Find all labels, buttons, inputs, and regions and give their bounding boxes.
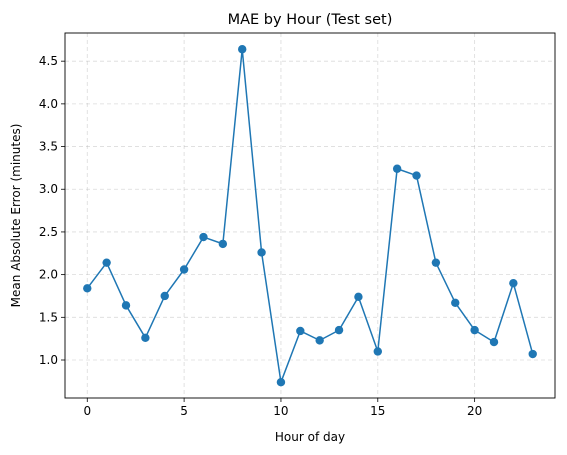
data-point <box>296 326 305 336</box>
y-tick-label: 3.0 <box>39 182 58 196</box>
data-point <box>199 232 208 242</box>
data-point <box>238 45 247 54</box>
data-point <box>334 325 344 335</box>
y-tick-label: 1.5 <box>39 310 58 324</box>
data-point <box>354 292 363 302</box>
data-point <box>392 164 402 173</box>
y-tick-label: 4.5 <box>39 54 58 68</box>
x-tick-label: 20 <box>467 404 482 418</box>
data-point <box>470 325 479 335</box>
series-layer <box>83 45 537 387</box>
y-tick-label: 3.5 <box>39 140 58 154</box>
y-tick-label: 2.5 <box>39 225 58 239</box>
data-point <box>179 265 189 274</box>
x-tick-label: 5 <box>180 404 188 418</box>
x-tick-label: 10 <box>273 404 288 418</box>
data-point <box>257 248 266 257</box>
data-point <box>121 301 131 310</box>
x-tick-label: 0 <box>83 404 91 418</box>
chart-title: MAE by Hour (Test set) <box>228 12 393 28</box>
data-point <box>412 171 421 180</box>
x-tick-label: 15 <box>370 404 385 418</box>
data-point <box>83 284 92 293</box>
x-axis-title: Hour of day <box>275 430 345 444</box>
data-point <box>509 278 518 288</box>
y-tick-label: 2.0 <box>39 268 58 282</box>
grid <box>65 33 555 398</box>
data-point <box>315 336 324 345</box>
plot-frame <box>64 32 556 399</box>
series-line <box>86 48 534 383</box>
data-point <box>373 347 382 356</box>
data-point <box>489 337 499 347</box>
y-axis: 1.0 1.5 2.0 2.5 3.0 3.5 4.0 4.5 <box>39 54 65 367</box>
x-axis: 0 5 10 15 20 <box>83 398 482 418</box>
data-point <box>451 298 460 308</box>
data-point <box>141 333 150 343</box>
y-axis-title: Mean Absolute Error (minutes) <box>9 124 23 308</box>
data-point <box>102 258 111 267</box>
data-point <box>218 239 228 249</box>
y-tick-label: 4.0 <box>39 97 58 111</box>
data-point <box>431 258 441 267</box>
data-point <box>528 349 537 359</box>
y-tick-label: 1.0 <box>39 353 58 367</box>
data-point <box>160 291 169 301</box>
data-point <box>276 378 286 387</box>
